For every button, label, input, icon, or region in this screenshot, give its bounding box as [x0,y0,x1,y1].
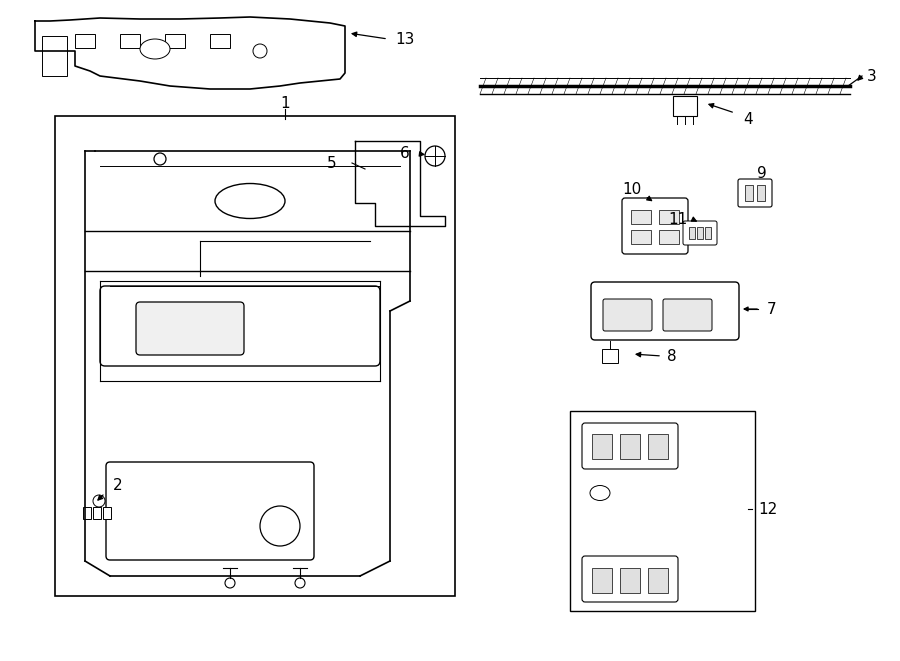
Ellipse shape [590,485,610,500]
FancyBboxPatch shape [106,462,314,560]
Text: 4: 4 [743,112,752,126]
Bar [745,185,753,201]
Text: 8: 8 [667,348,677,364]
Ellipse shape [215,184,285,219]
Circle shape [225,578,235,588]
Bar [42,36,67,76]
Text: 7: 7 [767,301,777,317]
FancyBboxPatch shape [582,556,678,602]
Bar [592,434,612,459]
Bar [75,34,95,48]
Circle shape [93,495,105,507]
Circle shape [260,506,300,546]
Bar [631,210,651,224]
FancyBboxPatch shape [136,302,244,355]
Bar [83,507,91,519]
FancyBboxPatch shape [603,299,652,331]
Bar [120,34,140,48]
Bar [620,568,640,593]
Bar [55,116,455,596]
Bar [210,34,230,48]
Bar [673,96,697,116]
Bar [659,210,679,224]
Circle shape [154,153,166,165]
Text: 9: 9 [757,165,767,180]
Bar [620,434,640,459]
Bar [165,34,185,48]
Bar [697,227,703,239]
Circle shape [295,578,305,588]
Text: 2: 2 [113,479,122,494]
Text: 13: 13 [395,32,415,46]
Text: 1: 1 [280,97,290,112]
Bar [93,507,101,519]
Bar [659,230,679,244]
Text: 3: 3 [867,69,877,83]
FancyBboxPatch shape [591,282,739,340]
Bar [648,434,668,459]
Circle shape [425,146,445,166]
Bar [570,411,755,611]
Bar [705,227,711,239]
Text: 5: 5 [328,155,337,171]
FancyBboxPatch shape [738,179,772,207]
Bar [757,185,765,201]
FancyBboxPatch shape [100,286,380,366]
Text: 11: 11 [669,212,688,227]
FancyBboxPatch shape [663,299,712,331]
Bar [602,349,618,363]
Text: 12: 12 [759,502,778,516]
Circle shape [253,44,267,58]
Bar [689,227,695,239]
FancyBboxPatch shape [622,198,688,254]
Bar [648,568,668,593]
Bar [103,507,111,519]
FancyBboxPatch shape [582,423,678,469]
Ellipse shape [140,39,170,59]
Text: 10: 10 [623,182,642,196]
Bar [592,568,612,593]
FancyBboxPatch shape [683,221,717,245]
Text: 6: 6 [400,145,410,161]
Bar [631,230,651,244]
